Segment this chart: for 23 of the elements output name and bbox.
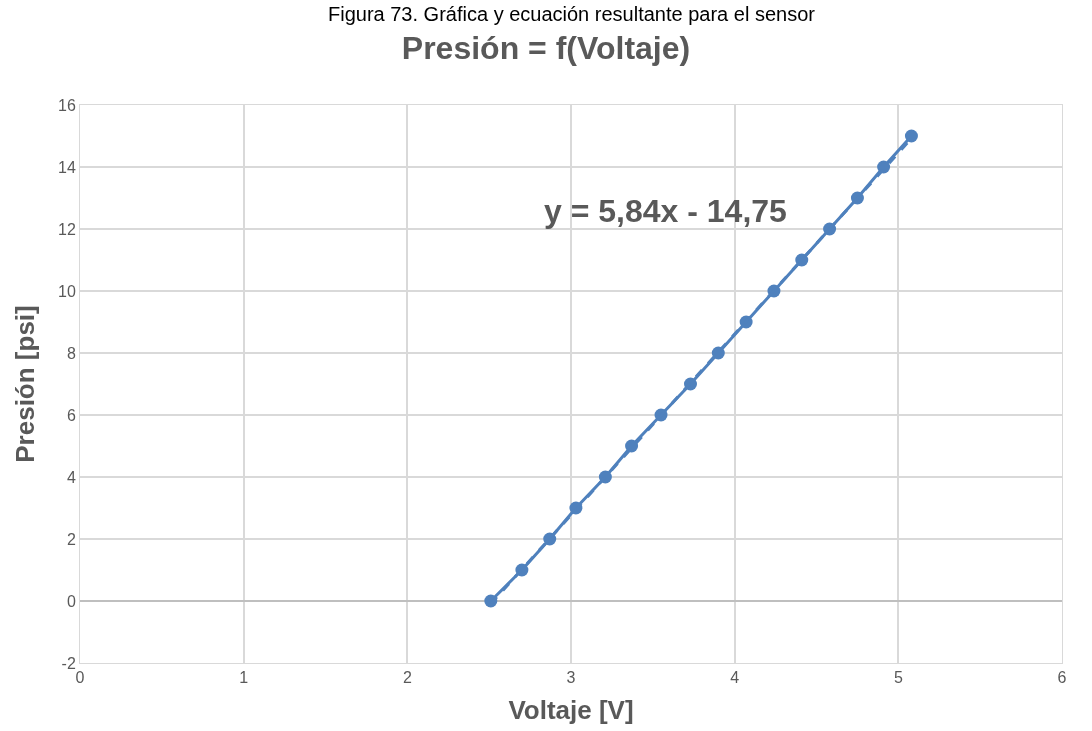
annotation: y = 5,84x - 14,75 [544,193,787,229]
y-tick-label: 16 [58,96,76,114]
x-tick-label: 5 [893,669,903,687]
text: Figura 73. Gráfica y ecuación resultante para el sensor [328,3,816,25]
y-tick-label: 12 [58,220,76,238]
y-tick-label: 6 [66,406,76,424]
chart-title: Presión = f(Voltaje) [401,29,691,66]
x-tick-label: 1 [239,669,249,687]
point [904,129,918,143]
point [625,439,639,453]
y-tick-label: -2 [61,654,76,672]
y-tick-label: 14 [58,158,76,176]
x-tick-label: 4 [730,669,740,687]
x-tick-label: 3 [566,669,576,687]
x-axis-title: Voltaje [V] [508,694,634,725]
y-tick-label: 4 [66,468,76,486]
x-tick-label: 2 [402,669,412,687]
y-axis-title: Presión [psi] [10,305,41,463]
y-tick-label: 10 [58,282,76,300]
y-tick-label: 8 [66,344,76,362]
y-tick-label: 0 [66,592,76,610]
y-tick-label: 2 [66,530,76,548]
x-tick-label: 6 [1057,669,1067,687]
